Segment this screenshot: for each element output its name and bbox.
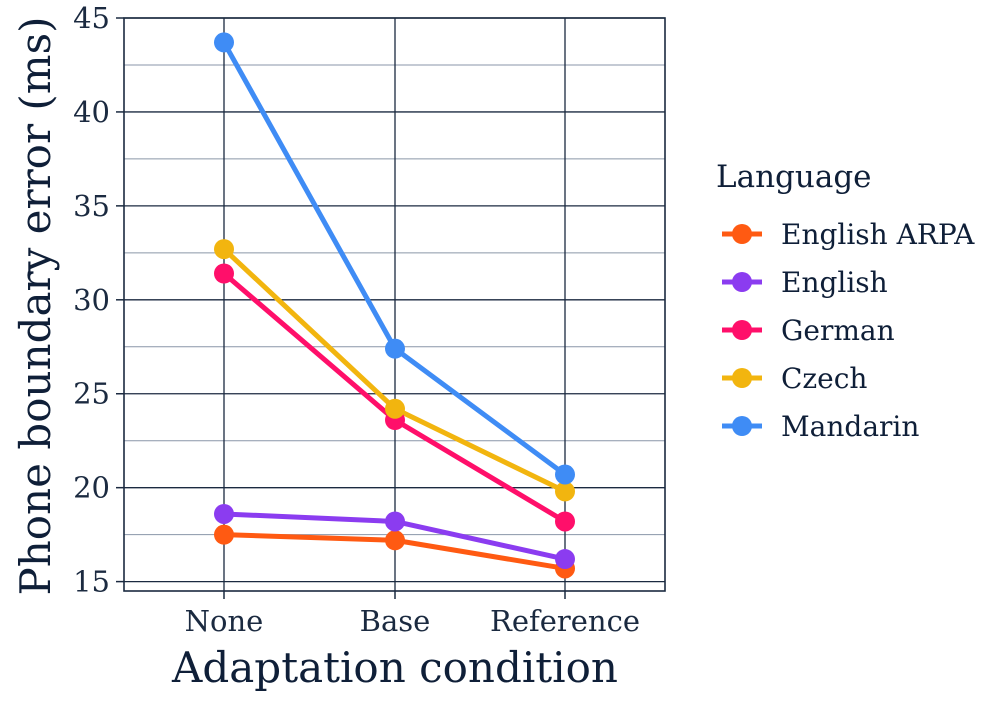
data-point-english: [214, 503, 234, 524]
legend-title: Language: [716, 159, 872, 195]
x-tick-label: None: [185, 604, 264, 638]
x-axis-title: Adaptation condition: [171, 643, 618, 692]
y-tick-label: 45: [73, 1, 110, 35]
data-point-english: [385, 511, 405, 532]
y-axis-title: Phone boundary error (ms): [11, 16, 60, 595]
data-point-czech: [555, 481, 575, 502]
y-tick-label: 20: [73, 471, 110, 505]
x-tick-label: Reference: [490, 604, 640, 638]
legend-label: English ARPA: [781, 218, 975, 251]
data-point-czech: [385, 398, 405, 419]
y-tick-label: 40: [73, 95, 110, 129]
data-point-mandarin: [214, 32, 234, 53]
legend-key-point: [732, 416, 752, 436]
data-point-czech: [214, 239, 234, 260]
data-point-english: [555, 549, 575, 570]
grid-major-lines: [124, 17, 665, 591]
legend-item: Mandarin: [722, 410, 919, 443]
legend: Language English ARPA English German Czech M…: [716, 159, 975, 443]
legend-item: Czech: [722, 362, 867, 395]
series-layer: [214, 32, 575, 579]
data-point-german: [214, 263, 234, 284]
x-axis: None Base Reference: [185, 591, 640, 638]
legend-item: German: [722, 314, 895, 347]
legend-key-point: [732, 272, 752, 292]
y-tick-label: 15: [73, 565, 110, 599]
legend-label: German: [781, 314, 895, 347]
data-point-english-arpa: [214, 524, 234, 545]
x-tick-label: Base: [360, 604, 431, 638]
y-axis: 15 20 25 30 35 40 45: [73, 1, 124, 599]
legend-key-point: [732, 368, 752, 388]
legend-key-point: [732, 320, 752, 340]
y-tick-label: 35: [73, 189, 110, 223]
data-point-german: [555, 511, 575, 532]
legend-item: English ARPA: [722, 218, 975, 251]
legend-label: Mandarin: [781, 410, 919, 443]
legend-label: English: [781, 266, 888, 299]
y-tick-label: 25: [73, 377, 110, 411]
data-point-mandarin: [555, 464, 575, 485]
legend-key-point: [732, 224, 752, 244]
legend-label: Czech: [781, 362, 867, 395]
data-point-english-arpa: [385, 530, 405, 551]
data-point-mandarin: [385, 338, 405, 359]
legend-item: English: [722, 266, 888, 299]
y-tick-label: 30: [73, 283, 110, 317]
